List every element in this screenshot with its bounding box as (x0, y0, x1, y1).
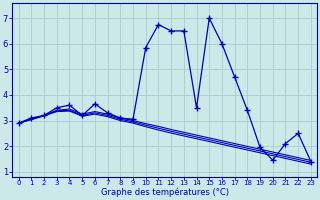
X-axis label: Graphe des températures (°C): Graphe des températures (°C) (101, 188, 229, 197)
